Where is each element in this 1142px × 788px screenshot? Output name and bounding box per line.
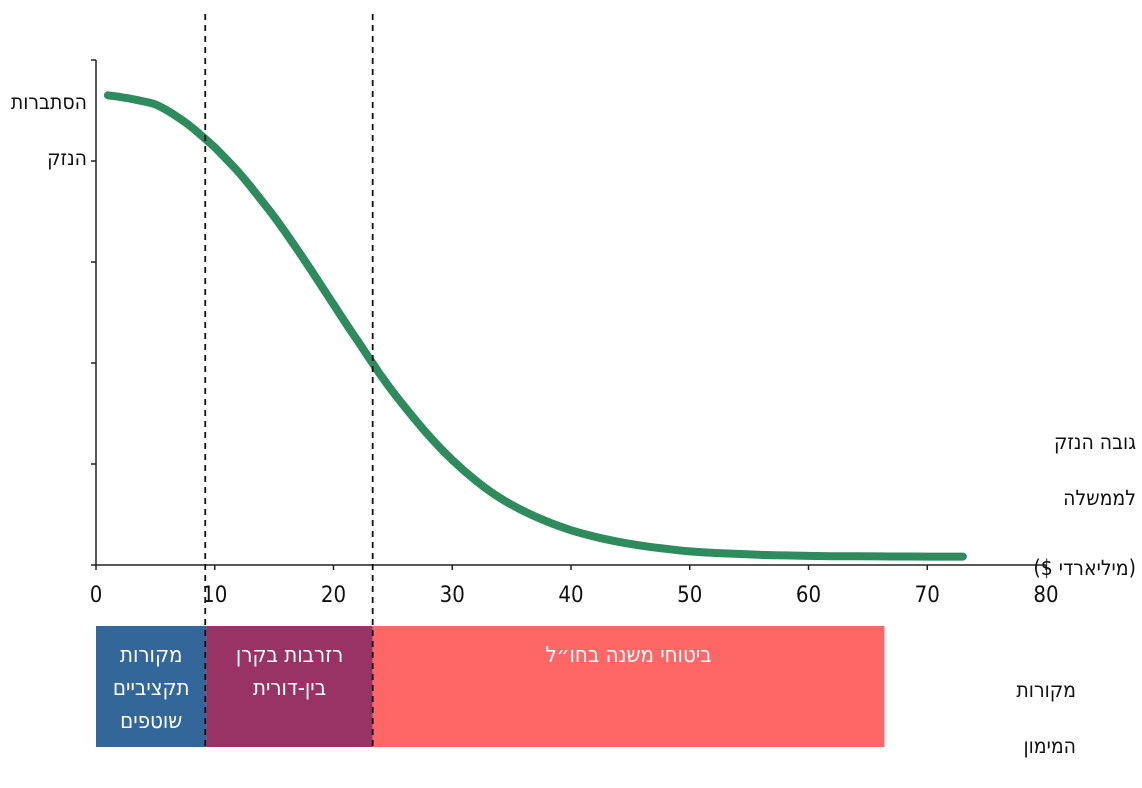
funding-band-label: בין-דורית (253, 676, 326, 701)
x-tick-label: 40 (558, 583, 583, 608)
x-tick-label: 20 (321, 583, 346, 608)
damage-probability-curve (103, 91, 967, 561)
x-axis-label-line-3: (מיליארדי $) (1033, 556, 1136, 580)
x-tick-label: 50 (677, 583, 702, 608)
x-tick-label: 60 (796, 583, 821, 608)
funding-band-label: ביטוחי משנה בחו״ל (546, 643, 712, 668)
x-tick-label: 70 (915, 583, 940, 608)
funding-band-label: מקורות (120, 643, 182, 668)
x-axis-ticks: 0 10 20 30 40 50 60 70 80 (90, 565, 1059, 608)
funding-band-label: שוטפים (120, 709, 182, 734)
y-axis-label: הסתברות הנזק (11, 60, 87, 200)
x-tick-label: 0 (90, 583, 103, 608)
x-axis-label-line-2: לממשלה (1063, 486, 1136, 510)
damage-probability-chart: מקורות תקציביים שוטפים רזרבות בקרן בין-דורית… (90, 14, 1059, 747)
x-axis-label: גובה הנזק לממשלה (מיליארדי $) (1033, 400, 1136, 610)
funding-label-line-1: מקורות (1016, 678, 1076, 702)
funding-label-line-2: המימון (1023, 734, 1076, 758)
threshold-lines (204, 14, 374, 747)
y-axis-label-line-2: הנזק (47, 146, 87, 170)
y-axis-label-line-1: הסתברות (10, 90, 87, 114)
funding-band-label: תקציביים (113, 676, 190, 701)
funding-band-label: רזרבות בקרן (236, 643, 343, 668)
funding-label: מקורות המימון (1016, 648, 1076, 788)
funding-band (372, 626, 885, 747)
y-axis-ticks (91, 59, 96, 566)
funding-bands: מקורות תקציביים שוטפים רזרבות בקרן בין-דורית… (96, 626, 885, 747)
x-tick-label: 80 (1033, 583, 1058, 608)
x-tick-label: 30 (440, 583, 465, 608)
x-axis-label-line-1: גובה הנזק (1053, 430, 1136, 454)
funding-band (96, 626, 207, 747)
funding-band (206, 626, 373, 747)
x-tick-label: 10 (202, 583, 227, 608)
